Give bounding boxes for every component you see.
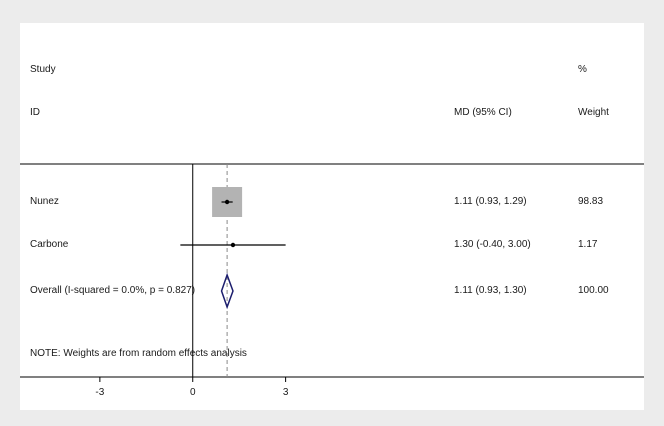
overall-ci: 1.11 (0.93, 1.30) [454,285,527,296]
study-weight-carbone: 1.17 [578,239,598,250]
study-ci-carbone: 1.30 (-0.40, 3.00) [454,239,531,250]
overall-diamond [220,272,234,310]
x-tick-label: 3 [282,387,289,398]
forest-plot-panel: Study ID MD (95% CI) % Weight Nunez 1.11… [20,23,644,410]
header-weight: Weight [578,107,609,118]
x-tick-label: -3 [95,387,105,398]
header-id: ID [30,107,40,118]
header-effect: MD (95% CI) [454,107,512,118]
overall-weight: 100.00 [578,285,609,296]
study-label-carbone: Carbone [30,239,69,250]
study-point-estimate [230,242,236,248]
study-weight-nunez: 98.83 [578,196,604,207]
header-study: Study [30,64,56,75]
header-weight-percent: % [578,64,587,75]
forest-plot-svg [20,163,644,382]
overall-label: Overall (I-squared = 0.0%, p = 0.827) [30,285,196,296]
footnote: NOTE: Weights are from random effects an… [30,348,247,359]
x-tick-label: 0 [189,387,196,398]
study-point-estimate [224,199,230,205]
study-ci-nunez: 1.11 (0.93, 1.29) [454,196,527,207]
study-label-nunez: Nunez [30,196,59,207]
